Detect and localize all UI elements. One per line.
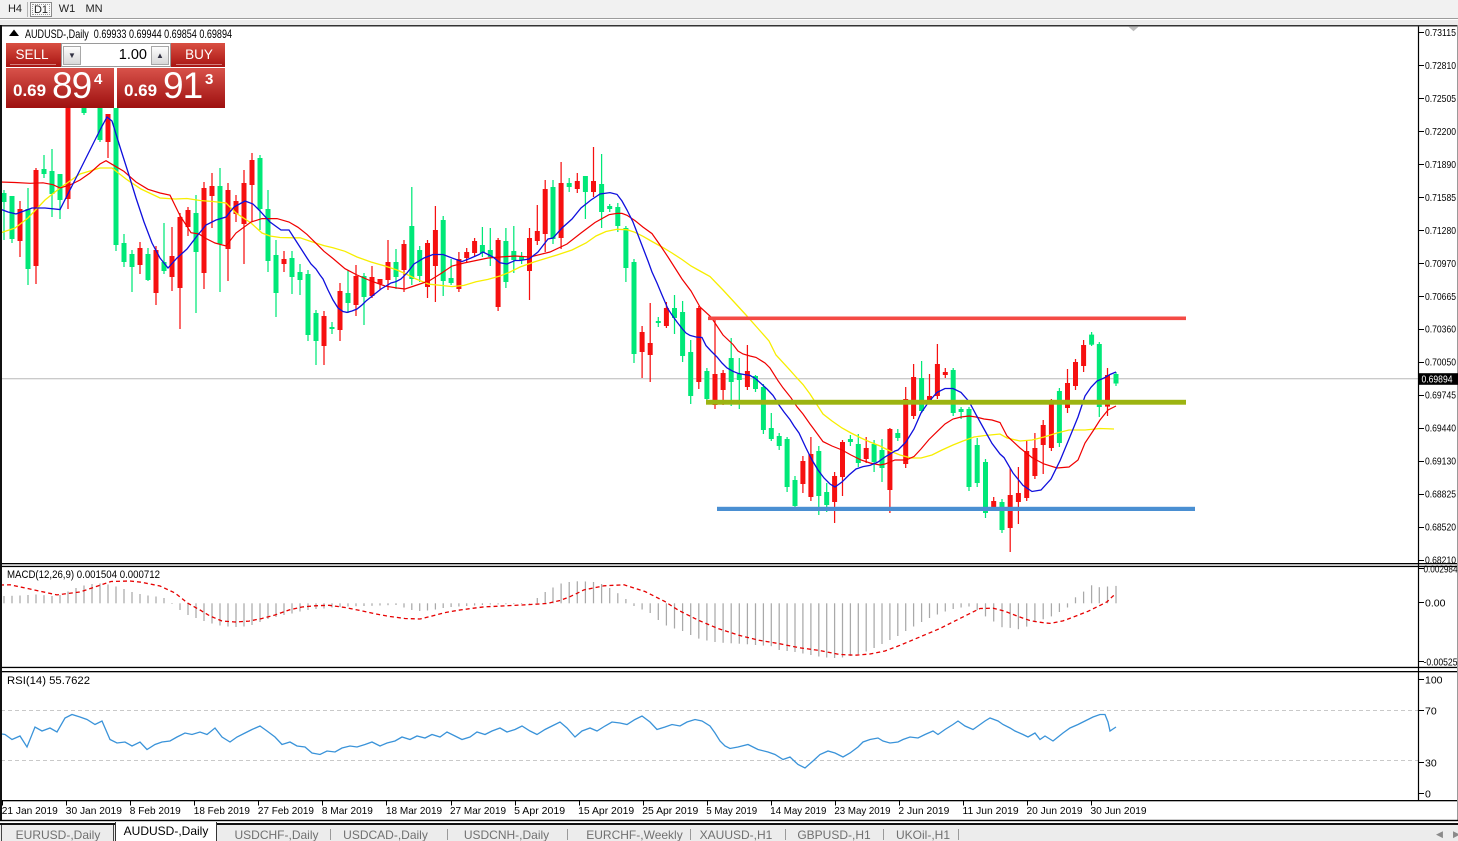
svg-text:27 Mar 2019: 27 Mar 2019 <box>450 805 506 817</box>
svg-text:70: 70 <box>1425 706 1437 718</box>
svg-text:11 Jun 2019: 11 Jun 2019 <box>963 805 1019 817</box>
svg-text:0.72505: 0.72505 <box>1425 93 1456 105</box>
svg-text:-0.00525: -0.00525 <box>1424 657 1458 669</box>
svg-text:5 Apr 2019: 5 Apr 2019 <box>514 805 565 817</box>
svg-text:100: 100 <box>1425 675 1443 687</box>
svg-text:0.69130: 0.69130 <box>1425 456 1456 468</box>
svg-text:0.00: 0.00 <box>1425 598 1446 610</box>
svg-text:MACD(12,26,9) 0.001504 0.00071: MACD(12,26,9) 0.001504 0.000712 <box>7 569 160 581</box>
svg-text:23 May 2019: 23 May 2019 <box>834 805 890 817</box>
svg-text:15 Apr 2019: 15 Apr 2019 <box>578 805 634 817</box>
svg-text:0.71585: 0.71585 <box>1425 192 1456 204</box>
svg-text:30 Jan 2019: 30 Jan 2019 <box>66 805 122 817</box>
svg-text:0.68520: 0.68520 <box>1425 522 1456 534</box>
svg-text:0.72200: 0.72200 <box>1425 126 1456 138</box>
svg-text:14 May 2019: 14 May 2019 <box>770 805 826 817</box>
svg-text:0.69440: 0.69440 <box>1425 423 1456 435</box>
svg-text:0.69894: 0.69894 <box>1422 374 1453 386</box>
svg-text:0.72810: 0.72810 <box>1425 60 1456 72</box>
svg-text:0.70050: 0.70050 <box>1425 357 1456 369</box>
svg-text:0.73115: 0.73115 <box>1425 27 1456 39</box>
svg-text:30 Jun 2019: 30 Jun 2019 <box>1091 805 1147 817</box>
svg-text:2 Jun 2019: 2 Jun 2019 <box>898 805 949 817</box>
svg-text:25 Apr 2019: 25 Apr 2019 <box>642 805 698 817</box>
svg-text:AUDUSD-,Daily 0.69933 0.69944: AUDUSD-,Daily 0.69933 0.69944 0.69854 0.… <box>25 27 232 41</box>
svg-text:5 May 2019: 5 May 2019 <box>706 805 757 817</box>
svg-text:0.71280: 0.71280 <box>1425 225 1456 237</box>
svg-text:18 Feb 2019: 18 Feb 2019 <box>194 805 250 817</box>
svg-text:8 Mar 2019: 8 Mar 2019 <box>322 805 373 817</box>
svg-text:0.002984: 0.002984 <box>1424 564 1458 576</box>
svg-text:20 Jun 2019: 20 Jun 2019 <box>1027 805 1083 817</box>
svg-text:0.68825: 0.68825 <box>1425 489 1456 501</box>
svg-text:0: 0 <box>1425 789 1431 801</box>
svg-text:0.70665: 0.70665 <box>1425 291 1456 303</box>
svg-text:18 Mar 2019: 18 Mar 2019 <box>386 805 442 817</box>
svg-text:0.70360: 0.70360 <box>1425 324 1456 336</box>
svg-text:27 Feb 2019: 27 Feb 2019 <box>258 805 314 817</box>
svg-text:0.69745: 0.69745 <box>1425 390 1456 402</box>
svg-text:RSI(14) 55.7622: RSI(14) 55.7622 <box>7 675 90 687</box>
svg-text:8 Feb 2019: 8 Feb 2019 <box>130 805 181 817</box>
svg-text:0.68210: 0.68210 <box>1425 555 1456 567</box>
svg-text:0.71890: 0.71890 <box>1425 159 1456 171</box>
svg-text:30: 30 <box>1425 758 1437 770</box>
svg-text:21 Jan 2019: 21 Jan 2019 <box>2 805 58 817</box>
svg-text:0.70970: 0.70970 <box>1425 258 1456 270</box>
